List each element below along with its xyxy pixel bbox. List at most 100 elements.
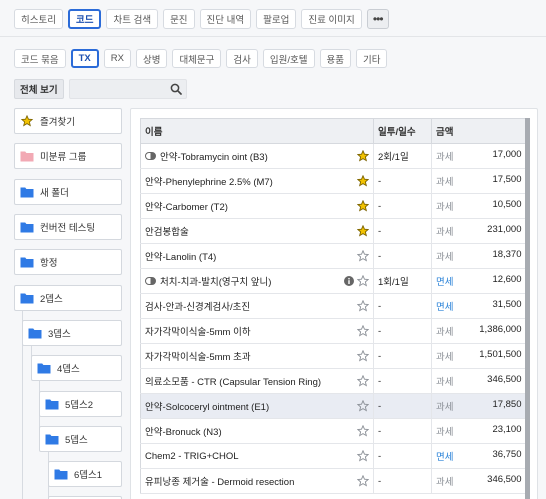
amount-cell: 과세 231,000	[431, 218, 526, 244]
folder-icon	[45, 399, 59, 410]
category-chip-7[interactable]: 용품	[319, 49, 351, 68]
table-row[interactable]: 자가각막이식술-5mm 초과 - 과세 1,501,500	[140, 343, 526, 369]
more-menu-button[interactable]: •••	[366, 9, 389, 29]
table-row[interactable]: 안약-Solcoceryl ointment (E1) - 과세 17,850	[140, 393, 526, 419]
category-chip-2[interactable]: RX	[103, 49, 131, 68]
table-row[interactable]: 안검봉합술 - 과세 231,000	[140, 218, 526, 244]
dose-cell: -	[373, 443, 432, 469]
favorite-star-icon[interactable]	[357, 475, 369, 487]
tab-6[interactable]: 진료 이미지	[301, 9, 362, 29]
code-table-panel: 이름 일투/일수 금액 안약-Tobramycin oint (B3) 2회/1일 과세…	[130, 108, 538, 499]
amount-value: 31,500	[492, 299, 522, 310]
name-cell: 안약-Solcoceryl ointment (E1)	[140, 393, 374, 419]
tab-5[interactable]: 팔로업	[256, 9, 297, 29]
category-chip-1[interactable]: TX	[70, 49, 99, 68]
amount-value: 10,500	[492, 199, 522, 210]
folder-label: 새 폴더	[40, 188, 69, 199]
dose-cell: -	[373, 243, 432, 269]
table-row[interactable]: 유피낭종 제거술 - Dermoid resection - 과세 346,500	[140, 468, 526, 494]
favorite-star-icon[interactable]	[357, 425, 369, 437]
folder-item[interactable]: 6뎁스1	[48, 461, 122, 487]
favorite-star-icon[interactable]	[357, 400, 369, 412]
table-row[interactable]: 안약-Phenylephrine 2.5% (M7) - 과세 17,500	[140, 168, 526, 194]
table-row[interactable]: 검사-안과-신경계검사/초진 - 면세 31,500	[140, 293, 526, 319]
category-chip-0[interactable]: 코드 묶음	[14, 49, 66, 68]
view-all-button[interactable]: 전체 보기	[14, 79, 64, 99]
table-row[interactable]: 안약-Tobramycin oint (B3) 2회/1일 과세 17,000	[140, 143, 526, 169]
category-chip-6[interactable]: 입원/호텔	[262, 49, 315, 68]
favorite-star-icon[interactable]	[357, 250, 369, 262]
tax-label: 면세	[436, 302, 454, 313]
tab-4[interactable]: 진단 내역	[199, 9, 252, 29]
amount-value: 23,100	[492, 424, 522, 435]
folder-label: 6뎁스1	[74, 470, 103, 481]
category-chip-5[interactable]: 검사	[226, 49, 258, 68]
folder-label: 항정	[40, 258, 58, 269]
name-cell: 안검봉합술	[140, 218, 374, 244]
folder-label: 컨버전 테스팅	[40, 223, 96, 234]
amount-cell: 과세 18,370	[431, 243, 526, 269]
favorite-star-icon[interactable]	[357, 375, 369, 387]
table-row[interactable]: 처치-치과-발치(영구치 앞니) 1회/1일 면세 12,600	[140, 268, 526, 294]
folder-item[interactable]: 미분류 그룹	[14, 143, 122, 169]
amount-value: 12,600	[492, 274, 522, 285]
favorite-star-icon[interactable]	[357, 450, 369, 462]
table-row[interactable]: Chem2 - TRIG+CHOL - 면세 36,750	[140, 443, 526, 469]
favorite-star-icon[interactable]	[357, 225, 369, 237]
divider	[0, 36, 546, 37]
table-row[interactable]: 안약-Carbomer (T2) - 과세 10,500	[140, 193, 526, 219]
folder-item[interactable]: 컨버전 테스팅	[14, 214, 122, 240]
favorite-star-icon[interactable]	[357, 350, 369, 362]
folder-item[interactable]: 5뎁스	[39, 426, 122, 452]
table-row[interactable]: 의료소모품 - CTR (Capsular Tension Ring) - 과세 34…	[140, 368, 526, 394]
dose-cell: -	[373, 293, 432, 319]
column-header-1[interactable]: 일투/일수	[373, 118, 432, 144]
favorite-star-icon[interactable]	[357, 150, 369, 162]
search-input[interactable]	[70, 80, 166, 98]
folder-icon	[54, 469, 68, 480]
folder-item[interactable]: 4뎁스	[31, 355, 122, 381]
table-row[interactable]: 안약-Lanolin (T4) - 과세 18,370	[140, 243, 526, 269]
tab-1[interactable]: 코드	[67, 9, 102, 29]
search-icon[interactable]	[170, 83, 182, 95]
folder-icon	[20, 187, 34, 198]
table-row[interactable]: 자가각막이식술-5mm 이하 - 과세 1,386,000	[140, 318, 526, 344]
favorite-star-icon[interactable]	[357, 325, 369, 337]
tax-label: 과세	[436, 252, 454, 263]
tab-0[interactable]: 히스토리	[14, 9, 63, 29]
category-chip-3[interactable]: 상병	[135, 49, 168, 68]
column-header-0[interactable]: 이름	[140, 118, 374, 144]
name-wrap: 안약-Lanolin (T4)	[145, 249, 369, 263]
name-wrap: 안약-Tobramycin oint (B3)	[145, 149, 369, 163]
dose-cell: -	[373, 318, 432, 344]
tax-label: 과세	[436, 177, 454, 188]
folder-item[interactable]: 항정	[14, 249, 122, 275]
folder-label: 5뎁스2	[65, 400, 94, 411]
category-chip-4[interactable]: 대체문구	[172, 49, 222, 68]
folder-item[interactable]: 3뎁스	[22, 320, 122, 346]
amount-value: 346,500	[487, 374, 522, 385]
folder-item[interactable]: 5뎁스2	[39, 391, 122, 417]
scrollbar[interactable]	[525, 118, 530, 499]
folder-item[interactable]: 새 폴더	[14, 179, 122, 205]
folder-item[interactable]	[48, 496, 122, 499]
table-row[interactable]: 안약-Bronuck (N3) - 과세 23,100	[140, 418, 526, 444]
amount-cell: 과세 1,386,000	[431, 318, 526, 344]
dose-cell: -	[373, 193, 432, 219]
amount-value: 1,386,000	[479, 324, 522, 335]
folder-label: 즐겨찾기	[40, 117, 75, 128]
column-header-2[interactable]: 금액	[431, 118, 526, 144]
favorite-star-icon[interactable]	[357, 200, 369, 212]
name-wrap: Chem2 - TRIG+CHOL	[145, 451, 369, 462]
favorite-star-icon[interactable]	[357, 300, 369, 312]
tax-label: 과세	[436, 202, 454, 213]
info-icon[interactable]	[344, 276, 354, 286]
tab-2[interactable]: 차트 검색	[106, 9, 159, 29]
category-chip-8[interactable]: 기타	[355, 49, 388, 68]
favorite-star-icon[interactable]	[357, 275, 369, 287]
favorite-star-icon[interactable]	[357, 175, 369, 187]
tab-3[interactable]: 문진	[163, 9, 195, 29]
folder-item[interactable]: 즐겨찾기	[14, 108, 122, 134]
folder-item[interactable]: 2뎁스	[14, 285, 122, 311]
item-name: 안약-Tobramycin oint (B3)	[160, 152, 268, 163]
